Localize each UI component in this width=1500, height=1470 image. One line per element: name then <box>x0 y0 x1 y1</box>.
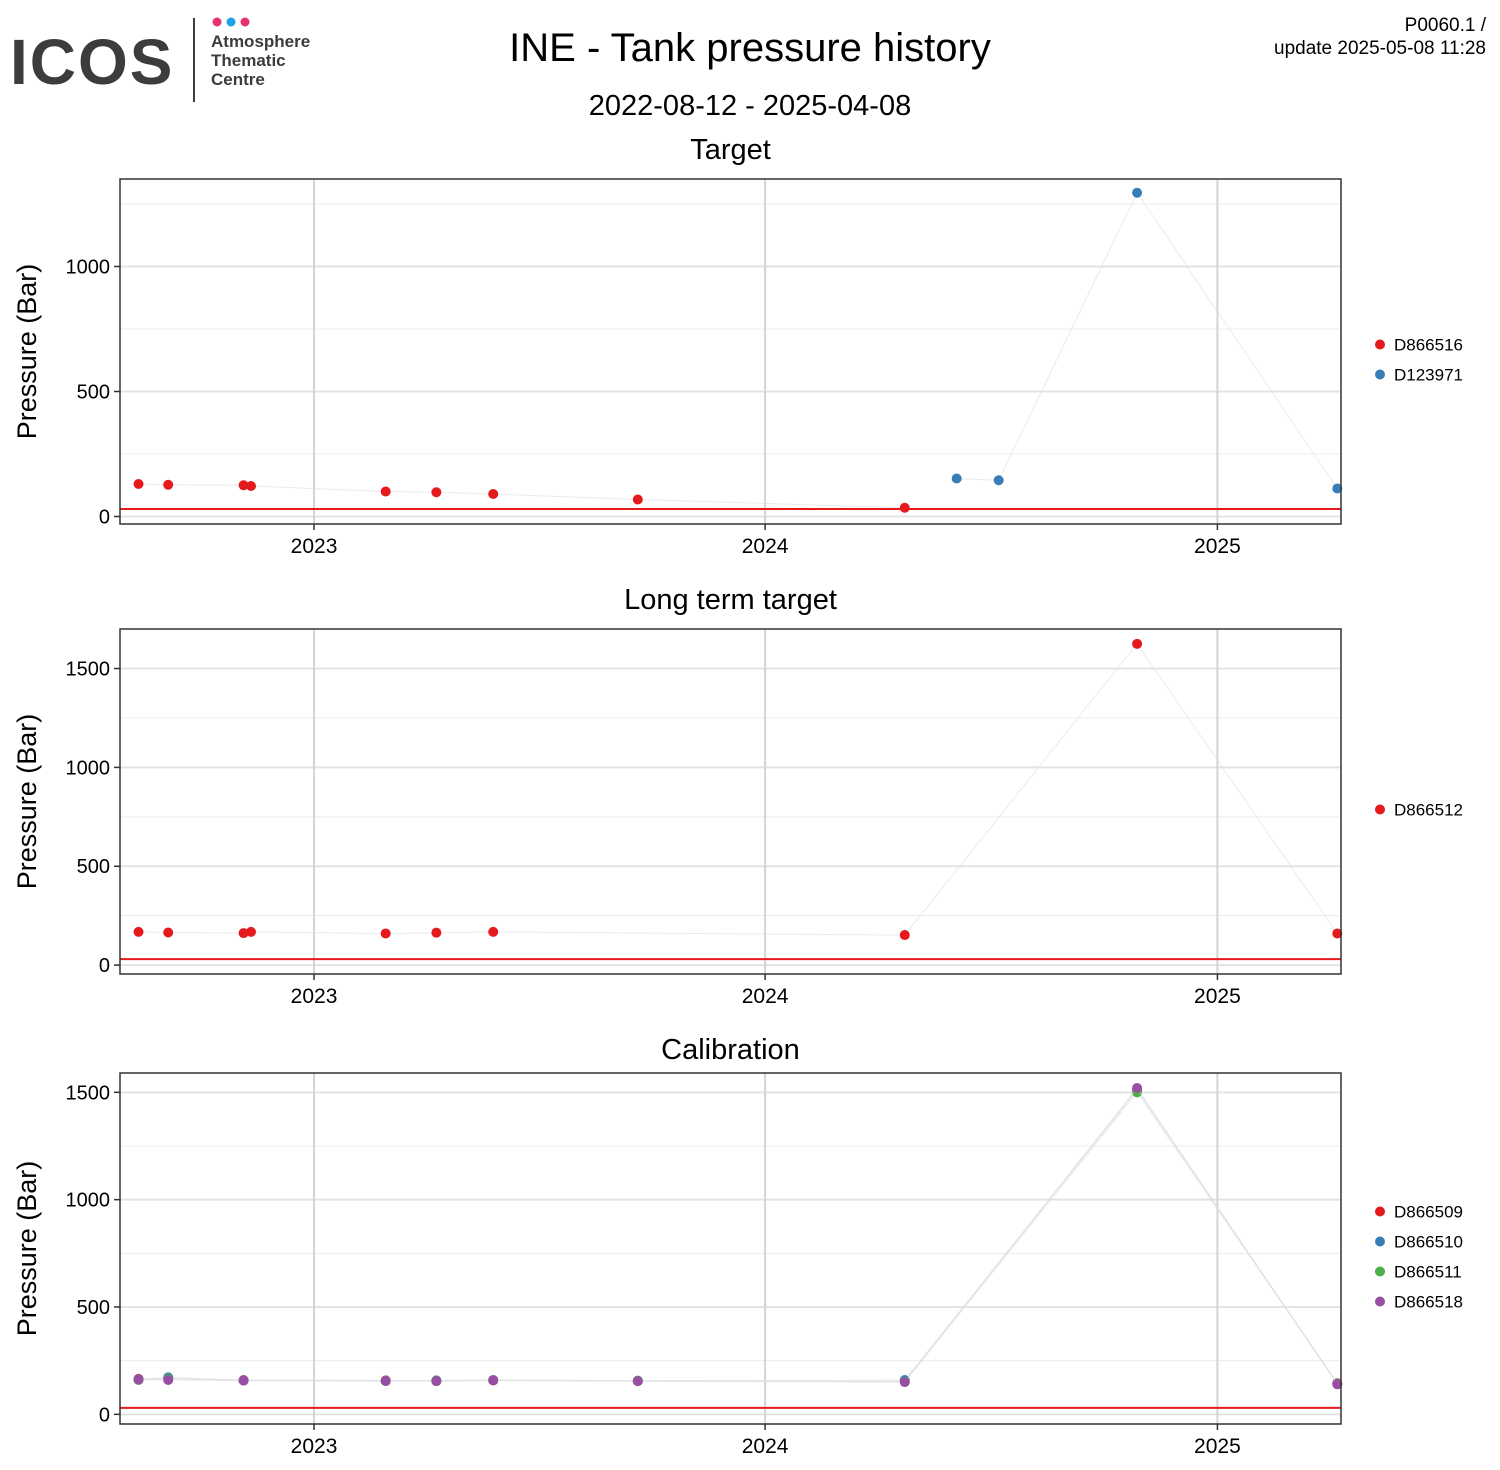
logo-dot-2 <box>226 17 236 27</box>
series-line-D866518 <box>138 1087 1338 1385</box>
data-point-D866518 <box>488 1375 499 1386</box>
date-range: 2022-08-12 - 2025-04-08 <box>588 90 912 122</box>
meta-update-time: update 2025-05-08 11:28 <box>1274 38 1486 59</box>
chart-panel-1: Target 0 500 1000 2023 2024 2025 Pressure (Bar)… <box>12 134 1463 558</box>
series-line-D123971 <box>956 191 1338 489</box>
series-line-D866512 <box>138 642 1338 936</box>
data-point-D866512 <box>1332 928 1343 939</box>
page-title: INE - Tank pressure history <box>509 26 991 70</box>
logo-line-1: Atmosphere <box>211 32 310 51</box>
data-point-D866516 <box>163 479 174 490</box>
data-point-D123971 <box>993 475 1004 486</box>
legend-label: D866509 <box>1394 1203 1463 1222</box>
data-point-D866512 <box>238 928 249 939</box>
data-point-D123971 <box>1132 187 1143 198</box>
data-point-D866518 <box>163 1374 174 1385</box>
meta-info: P0060.1 / update 2025-05-08 11:28 <box>1274 14 1486 60</box>
legend-key-D866509 <box>1375 1206 1385 1217</box>
logo-wordmark: ICOS <box>10 26 174 98</box>
x-tick-label: 2025 <box>1194 985 1241 1008</box>
series-line-D866509 <box>138 1089 1338 1384</box>
y-tick-label: 1500 <box>66 659 111 681</box>
data-point-D866518 <box>632 1376 643 1387</box>
x-tick-label: 2023 <box>291 985 338 1008</box>
y-tick-label: 0 <box>99 955 110 977</box>
chart-title: Calibration <box>661 1034 800 1066</box>
data-point-D866518 <box>431 1376 442 1387</box>
y-axis-label: Pressure (Bar) <box>12 1161 42 1337</box>
series-line-D866511 <box>138 1091 1338 1385</box>
legend-label: D123971 <box>1394 366 1463 385</box>
panel-border <box>119 628 1342 975</box>
legend-key-D866516 <box>1375 339 1385 350</box>
data-point-D866516 <box>899 502 910 513</box>
data-point-D123971 <box>1332 483 1343 494</box>
legend-key-D123971 <box>1375 369 1385 380</box>
data-point-D866518 <box>1332 1379 1343 1390</box>
legend-label: D866510 <box>1394 1233 1463 1252</box>
data-point-D866516 <box>380 486 391 497</box>
legend-label: D866518 <box>1394 1293 1463 1312</box>
series-line-D866510 <box>138 1088 1338 1384</box>
data-point-D866516 <box>238 480 249 491</box>
chart-panel-2: Long term target 0 500 1000 1500 2023 2024 2025… <box>12 584 1463 1008</box>
data-point-D866512 <box>163 927 174 938</box>
y-axis-label: Pressure (Bar) <box>12 264 42 440</box>
x-tick-label: 2025 <box>1194 535 1241 558</box>
legend-key-D866518 <box>1375 1296 1385 1307</box>
x-tick-label: 2023 <box>291 1435 338 1458</box>
logo-dot-3 <box>240 17 250 27</box>
logo-dot-1 <box>212 17 222 27</box>
legend-label: D866511 <box>1394 1263 1462 1282</box>
data-point-D866518 <box>133 1374 144 1385</box>
legend-key-D866512 <box>1375 804 1385 815</box>
y-tick-label: 1000 <box>66 1190 111 1212</box>
y-tick-label: 500 <box>77 856 110 878</box>
logo-line-2: Thematic <box>211 51 286 70</box>
y-tick-label: 500 <box>77 382 110 404</box>
data-point-D866518 <box>380 1375 391 1386</box>
chart-title: Long term target <box>624 584 837 616</box>
data-point-D866512 <box>488 926 499 937</box>
data-point-D866512 <box>1132 638 1143 649</box>
y-tick-label: 0 <box>99 1404 110 1426</box>
chart-panel-3: Calibration 0 500 1000 1500 2023 2024 2025 Press… <box>12 1034 1463 1458</box>
data-point-D866516 <box>632 494 643 505</box>
data-point-D866516 <box>488 489 499 499</box>
y-tick-label: 500 <box>77 1297 110 1319</box>
data-point-D866516 <box>431 487 442 498</box>
data-point-D866518 <box>238 1375 249 1386</box>
meta-product-code: P0060.1 / <box>1404 15 1486 36</box>
x-tick-label: 2024 <box>742 985 789 1008</box>
legend-label: D866516 <box>1394 336 1463 355</box>
legend-label: D866512 <box>1394 801 1463 820</box>
data-point-D866516 <box>133 479 144 489</box>
y-tick-label: 1000 <box>66 757 111 779</box>
y-tick-label: 1000 <box>66 257 111 279</box>
y-tick-label: 1500 <box>66 1082 111 1104</box>
x-tick-label: 2023 <box>291 535 338 558</box>
icos-logo: ICOS Atmosphere Thematic Centre <box>10 12 330 107</box>
legend-key-D866510 <box>1375 1236 1385 1247</box>
x-tick-label: 2024 <box>742 1435 789 1458</box>
data-point-D123971 <box>951 473 962 484</box>
logo-line-3: Centre <box>211 70 265 89</box>
data-point-D866518 <box>899 1377 910 1388</box>
y-tick-label: 0 <box>99 507 110 529</box>
y-axis-label: Pressure (Bar) <box>12 714 42 890</box>
data-point-D866512 <box>431 927 442 938</box>
data-point-D866512 <box>133 926 144 937</box>
data-point-D866512 <box>380 928 391 939</box>
legend-key-D866511 <box>1375 1266 1385 1277</box>
data-point-D866512 <box>899 930 910 941</box>
x-tick-label: 2025 <box>1194 1435 1241 1458</box>
chart-title: Target <box>690 134 771 166</box>
data-point-D866516 <box>245 481 256 491</box>
panel-border <box>119 1072 1342 1425</box>
panel-border <box>119 178 1342 525</box>
data-point-D866512 <box>245 926 256 937</box>
x-tick-label: 2024 <box>742 535 789 558</box>
data-point-D866518 <box>1132 1083 1143 1094</box>
